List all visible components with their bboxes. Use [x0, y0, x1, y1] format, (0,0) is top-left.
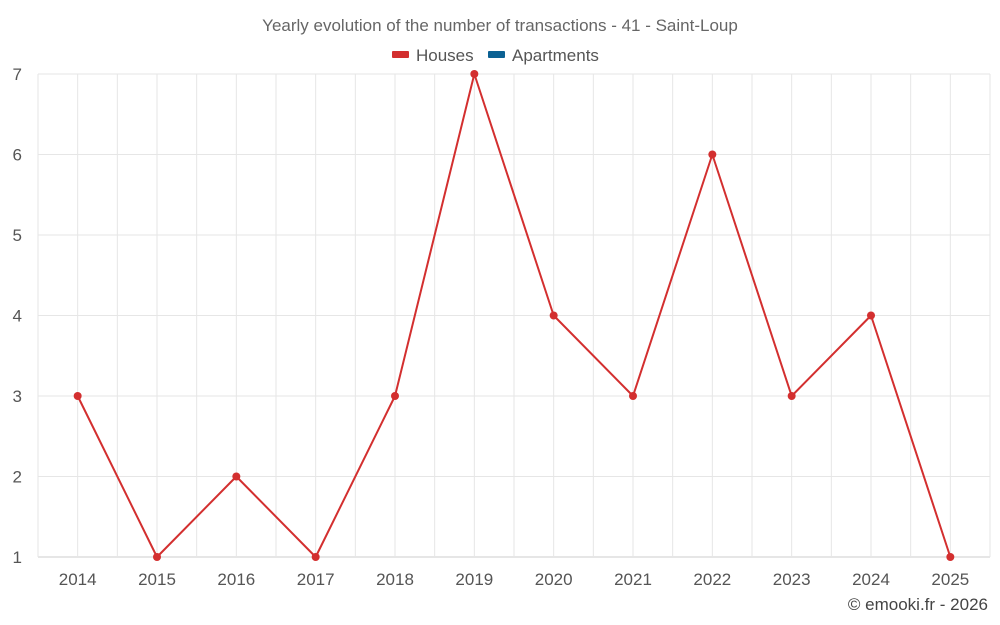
data-point-houses[interactable]: [311, 553, 320, 561]
data-point-houses[interactable]: [391, 392, 399, 400]
y-tick-label: 7: [13, 65, 22, 84]
data-point-houses[interactable]: [787, 392, 796, 400]
legend-item-apartments[interactable]: Apartments: [488, 46, 599, 65]
x-tick-label: 2021: [614, 570, 652, 589]
legend-swatch-apartments: [488, 51, 505, 58]
data-point-houses[interactable]: [153, 553, 161, 561]
legend-label-apartments: Apartments: [512, 46, 599, 65]
data-point-houses[interactable]: [946, 553, 955, 561]
y-tick-label: 6: [13, 146, 22, 165]
x-tick-label: 2024: [852, 570, 890, 589]
x-tick-label: 2015: [138, 570, 176, 589]
x-tick-label: 2020: [535, 570, 573, 589]
x-axis: 2014 2015 2016 2017 2018 2019 2020 2021 2022 2023…: [59, 570, 969, 589]
data-point-houses[interactable]: [73, 392, 82, 400]
x-tick-label: 2025: [931, 570, 969, 589]
chart-title: Yearly evolution of the number of transa…: [262, 16, 738, 35]
x-tick-label: 2019: [455, 570, 493, 589]
series-line-houses: [76, 73, 952, 558]
y-tick-label: 3: [13, 387, 22, 406]
credit-text: © emooki.fr - 2026: [848, 595, 988, 614]
y-tick-label: 1: [13, 548, 22, 567]
data-point-houses[interactable]: [470, 70, 479, 78]
data-point-houses[interactable]: [708, 150, 717, 159]
legend: Houses Apartments: [392, 46, 599, 65]
x-tick-label: 2014: [59, 570, 97, 589]
data-point-houses[interactable]: [629, 392, 637, 400]
x-tick-label: 2018: [376, 570, 414, 589]
x-tick-label: 2016: [217, 570, 255, 589]
grid: [37, 73, 991, 558]
y-tick-label: 4: [13, 307, 22, 326]
y-axis: 1 2 3 4 5 6 7: [13, 65, 22, 567]
legend-label-houses: Houses: [416, 46, 474, 65]
data-point-houses[interactable]: [867, 311, 875, 320]
legend-item-houses[interactable]: Houses: [392, 46, 474, 65]
x-tick-label: 2022: [693, 570, 731, 589]
y-tick-label: 5: [13, 226, 22, 245]
data-point-houses[interactable]: [549, 311, 558, 320]
series-layer: [73, 70, 955, 561]
x-tick-label: 2017: [297, 570, 335, 589]
legend-swatch-houses: [392, 51, 409, 58]
data-point-houses[interactable]: [232, 472, 241, 481]
x-tick-label: 2023: [773, 570, 811, 589]
y-tick-label: 2: [13, 468, 22, 487]
